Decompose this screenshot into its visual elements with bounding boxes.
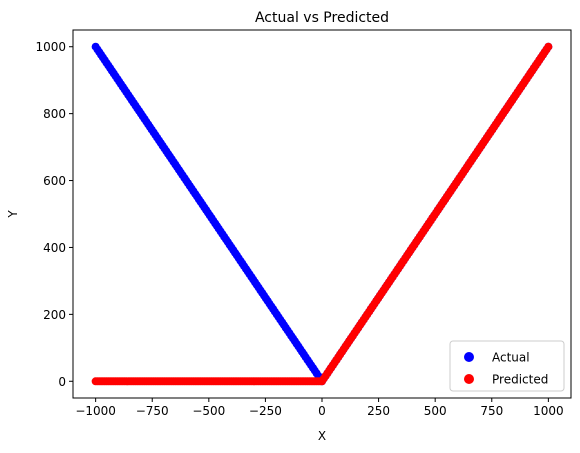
series-predicted — [91, 42, 553, 386]
data-point-predicted — [544, 42, 553, 51]
y-axis-title: Y — [6, 210, 20, 219]
legend-label-actual: Actual — [492, 351, 530, 365]
legend-marker-predicted — [464, 374, 474, 384]
legend: Actual Predicted — [449, 340, 565, 392]
y-tick-label: 600 — [43, 174, 66, 188]
x-tick-label: 0 — [318, 404, 326, 418]
plot-area — [91, 42, 553, 386]
x-tick-label: −1000 — [75, 404, 116, 418]
y-tick-label: 1000 — [35, 40, 66, 54]
x-tick-label: −750 — [136, 404, 169, 418]
x-tick-label: 250 — [367, 404, 390, 418]
chart-title: Actual vs Predicted — [255, 10, 389, 26]
y-tick-label: 400 — [43, 241, 66, 255]
legend-marker-actual — [464, 352, 474, 362]
x-tick-label: 500 — [424, 404, 447, 418]
x-axis-title: X — [318, 429, 326, 443]
y-tick-label: 200 — [43, 308, 66, 322]
y-axis: 0 200 400 600 800 1000 — [35, 40, 73, 389]
y-tick-label: 800 — [43, 107, 66, 121]
x-tick-label: −250 — [249, 404, 282, 418]
x-tick-label: −500 — [192, 404, 225, 418]
x-axis: −1000 −750 −500 −250 0 250 500 750 1000 — [75, 398, 564, 418]
x-tick-label: 1000 — [533, 404, 564, 418]
legend-frame — [449, 340, 565, 392]
x-tick-label: 750 — [480, 404, 503, 418]
y-tick-label: 0 — [58, 375, 66, 389]
legend-label-predicted: Predicted — [492, 373, 548, 387]
